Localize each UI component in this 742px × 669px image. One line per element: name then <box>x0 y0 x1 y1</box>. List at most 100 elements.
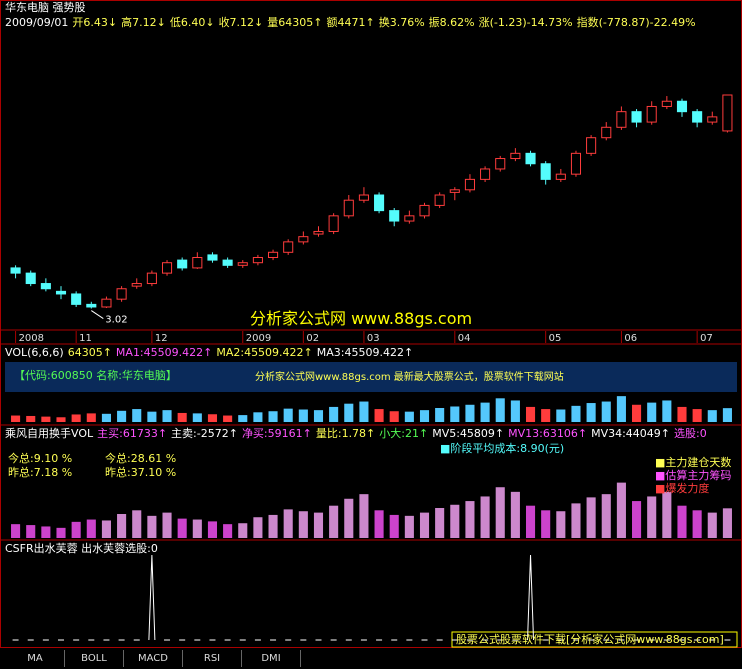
info: 换3.76% <box>378 16 425 29</box>
candle-body <box>40 283 51 290</box>
candle-body <box>161 262 173 274</box>
date-label: 12 <box>155 333 168 344</box>
t-label: MV5:45809↑ <box>432 427 505 440</box>
turnover-bar <box>541 510 551 538</box>
tab[interactable]: MACD <box>124 650 183 667</box>
volume-bar <box>677 406 687 422</box>
volume-bar <box>510 400 520 422</box>
tab[interactable]: DMI <box>242 650 301 667</box>
candle-body <box>116 288 127 300</box>
date-label: 06 <box>624 333 637 344</box>
turnover-bar <box>586 497 596 538</box>
candle-body <box>313 230 324 235</box>
volume-bar <box>26 415 36 422</box>
stat: 昨总:37.10 % <box>105 466 177 479</box>
volume-bar <box>450 406 460 422</box>
turnover-bar <box>132 510 142 538</box>
candle-body <box>525 152 536 165</box>
turnover-bar <box>616 482 626 538</box>
info-row: 2009/09/01 开6.43↓ 高7.12↓ 低6.40↓ 收7.12↓ 量64305… <box>5 16 700 29</box>
candle-body <box>55 290 67 295</box>
turnover-bar <box>223 524 233 538</box>
turnover-bar <box>647 496 657 538</box>
turnover-bar <box>571 503 581 538</box>
turnover-bar <box>192 519 202 538</box>
candle-body <box>328 215 339 232</box>
tab[interactable]: MA <box>6 650 65 667</box>
turnover-bar <box>601 494 611 538</box>
turnover-bar <box>313 512 324 538</box>
volume-bar <box>313 410 324 422</box>
candle-body <box>283 241 294 253</box>
turnover-bar <box>86 519 96 538</box>
date-label: 04 <box>458 333 471 344</box>
volume-bar <box>374 409 384 422</box>
candle-body <box>343 199 354 217</box>
info: 额4471↑ <box>326 16 375 29</box>
turnover-header: 乘风自用换手VOL 主买:61733↑ 主卖:-2572↑ 净买:59161↑ 量比:1… <box>5 427 711 440</box>
cost: ■阶段平均成本:8.90(元) <box>440 442 565 455</box>
stat: 今总:9.10 % <box>8 452 73 465</box>
candle-body <box>25 272 36 285</box>
tab[interactable]: RSI <box>183 650 242 667</box>
volume-bar <box>192 413 202 422</box>
turnover-bar <box>117 514 127 538</box>
volume-bar <box>586 403 596 422</box>
volume-bar <box>525 406 536 422</box>
vol-label: VOL(6,6,6) <box>5 346 64 359</box>
volume-bar <box>480 402 490 422</box>
info: 量64305↑ <box>267 16 323 29</box>
candle-body <box>540 163 551 180</box>
low-pointer <box>91 310 104 319</box>
candle-body <box>358 194 369 201</box>
candle-body <box>510 152 521 160</box>
candle-body <box>207 254 218 261</box>
candle-body <box>570 152 582 175</box>
watermark: 分析家公式网 www.88gs.com <box>250 309 473 328</box>
turnover-bar <box>450 504 460 538</box>
turnover-bar <box>101 520 111 538</box>
volume-bar <box>419 410 430 422</box>
legend: ■主力建仓天数 ■估算主力筹码 ■爆发力度 <box>655 456 735 495</box>
stat: 今总:28.61 % <box>105 452 177 465</box>
t-label: MV13:63106↑ <box>508 427 588 440</box>
turnover-bar <box>329 505 339 538</box>
banner-site: 分析家公式网www.88gs.com 最新最大股票公式，股票软件下载网站 <box>255 372 564 383</box>
volume-bar <box>435 408 445 422</box>
candle-body <box>661 100 672 107</box>
left-a: 今总:9.10 % 昨总:7.18 % <box>8 452 72 480</box>
date-label: 11 <box>79 333 92 344</box>
turnover-bar <box>632 501 642 538</box>
turnover-bar <box>662 491 672 538</box>
info: 振8.62% <box>428 16 475 29</box>
vol-label: 64305↑ <box>67 346 112 359</box>
turnover-bar <box>510 491 520 538</box>
candle-body <box>555 173 566 180</box>
turnover-bar <box>722 508 732 538</box>
turnover-bar <box>480 496 490 538</box>
t-label: MV34:44049↑ <box>591 427 671 440</box>
date-label: 2009 <box>246 333 271 344</box>
legend-text: 爆发力度 <box>665 482 710 495</box>
date-label: 03 <box>367 333 380 344</box>
info: 2009/09/01 <box>5 16 69 29</box>
turnover-bar <box>374 510 384 538</box>
turnover-bar <box>253 517 263 538</box>
info: 高7.12↓ <box>121 16 166 29</box>
turnover-bar <box>465 501 475 538</box>
turnover-bar <box>344 498 354 538</box>
turnover-bar <box>162 512 172 538</box>
info: 指数(-778.87)-22.49% <box>576 16 696 29</box>
info: 涨(-1.23)-14.73% <box>478 16 573 29</box>
candle-body <box>480 168 491 180</box>
turnover-bar <box>404 515 414 538</box>
tab[interactable]: BOLL <box>65 650 124 667</box>
candle-body <box>449 189 460 193</box>
volume-bar <box>632 404 642 422</box>
candle-body <box>71 293 82 305</box>
volume-bar <box>71 414 81 422</box>
stock-title: 华东电脑 强势股 <box>5 1 86 14</box>
candle-body <box>177 259 188 269</box>
volume-bar <box>253 412 263 422</box>
volume-bar <box>692 409 702 422</box>
